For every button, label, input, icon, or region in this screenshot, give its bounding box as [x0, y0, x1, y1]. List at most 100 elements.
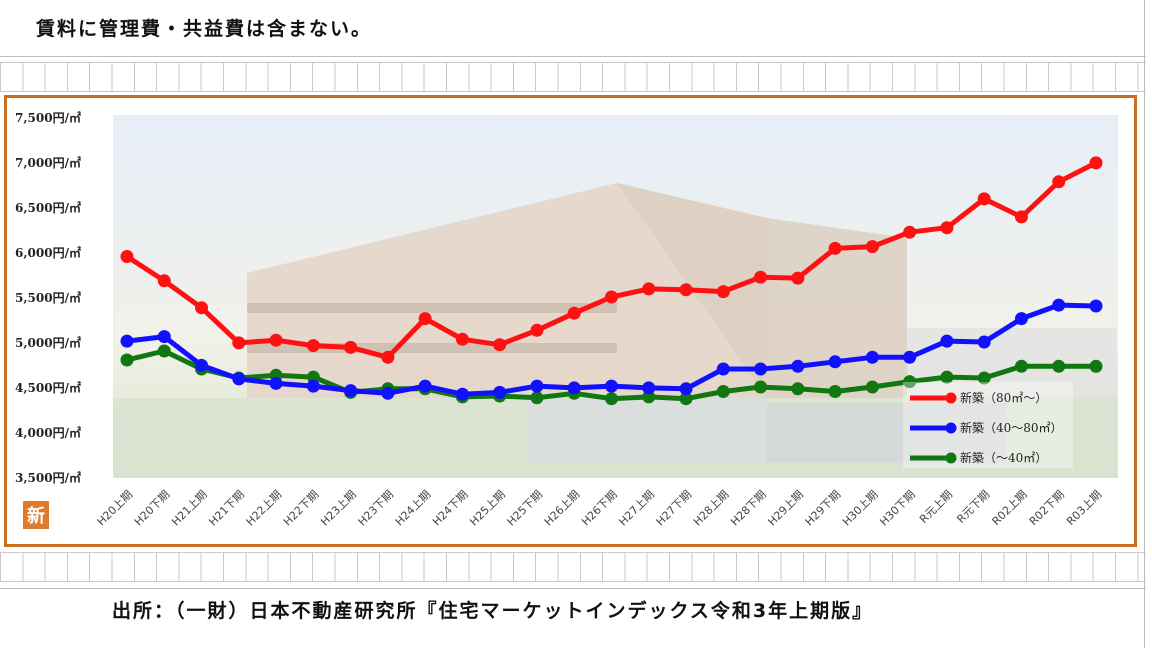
series-1-point	[716, 362, 730, 376]
series-lines	[120, 156, 1103, 406]
series-2-point	[157, 344, 171, 358]
series-2-point	[754, 380, 768, 394]
legend-label: 新築（40～80㎡）	[960, 420, 1063, 435]
series-2-point	[605, 392, 618, 406]
x-tick-label: R02下期	[1027, 488, 1067, 528]
series-2-point	[1089, 359, 1103, 373]
series-1-point	[493, 385, 507, 399]
y-tick-label: 6,000円/㎡	[15, 245, 81, 260]
ruled-strip-top	[0, 62, 1146, 92]
y-axis-ticks: 3,500円/㎡ 4,000円/㎡ 4,500円/㎡ 5,000円/㎡ 5,500円/㎡…	[15, 110, 81, 485]
x-tick-label: R元上期	[917, 488, 955, 526]
y-tick-label: 5,500円/㎡	[15, 290, 81, 305]
series-0-point	[791, 271, 805, 285]
x-tick-label: H20下期	[132, 488, 173, 529]
y-tick-label: 7,500円/㎡	[15, 110, 81, 125]
series-1-point	[195, 358, 209, 372]
series-1-point	[754, 362, 768, 376]
series-2-point	[940, 370, 954, 384]
series-0-point	[642, 282, 656, 296]
divider-top	[0, 56, 1146, 57]
legend-label: 新築（80㎡～）	[960, 390, 1047, 405]
x-tick-label: H30下期	[877, 488, 918, 529]
series-2-point	[977, 371, 991, 385]
series-1-point	[791, 359, 805, 373]
series-0-point	[232, 336, 246, 350]
x-tick-label: H29下期	[803, 488, 844, 529]
x-tick-label: R02上期	[990, 488, 1030, 528]
series-1-point	[567, 381, 581, 395]
legend-swatch-marker	[945, 392, 957, 404]
series-0-point	[455, 332, 469, 346]
series-0-point	[940, 221, 954, 235]
series-0-point	[1014, 210, 1028, 224]
series-2-point	[828, 385, 842, 398]
x-tick-label: H26上期	[542, 488, 583, 529]
x-tick-label: H29上期	[765, 488, 806, 529]
x-tick-label: H30上期	[840, 488, 881, 529]
page-right-rule	[1144, 0, 1145, 648]
x-tick-label: H27下期	[654, 488, 695, 529]
series-0-point	[269, 333, 283, 347]
x-tick-label: H21下期	[206, 488, 247, 529]
series-1-point	[306, 379, 320, 393]
background-photo	[113, 115, 1118, 478]
x-tick-label: H24下期	[430, 488, 471, 529]
series-1-point	[157, 330, 171, 344]
series-2-point	[903, 375, 917, 389]
series-1-point	[232, 372, 246, 386]
series-1-point	[530, 379, 544, 393]
x-tick-label: R03上期	[1064, 488, 1104, 528]
y-tick-label: 3,500円/㎡	[15, 470, 81, 485]
new-badge: 新	[23, 501, 49, 529]
x-tick-label: H24上期	[393, 488, 434, 529]
series-1-point	[679, 382, 693, 396]
x-tick-label: H20上期	[95, 488, 136, 529]
series-2-point	[865, 380, 879, 394]
legend-label: 新築（～40㎡）	[960, 450, 1047, 465]
x-tick-label: H22上期	[244, 488, 285, 529]
y-tick-label: 4,500円/㎡	[15, 380, 81, 395]
series-1-point	[269, 376, 283, 390]
series-2-point	[716, 385, 730, 398]
series-2-point	[791, 382, 805, 396]
legend-swatch-marker	[945, 422, 957, 434]
series-1-point	[418, 379, 432, 393]
y-tick-label: 6,500円/㎡	[15, 200, 81, 215]
y-tick-label: 4,000円/㎡	[15, 425, 81, 440]
series-0-point	[120, 250, 134, 263]
x-axis-ticks: H20上期H20下期H21上期H21下期H22上期H22下期H23上期H23下期…	[95, 488, 1105, 529]
chart-frame: 3,500円/㎡ 4,000円/㎡ 4,500円/㎡ 5,000円/㎡ 5,500円/㎡…	[4, 95, 1137, 547]
series-0-point	[530, 323, 544, 337]
series-0-point	[493, 338, 507, 352]
legend: 新築（80㎡～） 新築（40～80㎡） 新築（～40㎡）	[903, 382, 1073, 468]
series-0-point	[306, 339, 320, 353]
series-1-point	[381, 386, 395, 400]
ruled-strip-bottom	[0, 552, 1146, 582]
x-tick-label: H27上期	[616, 488, 657, 529]
series-0-point	[679, 283, 693, 297]
series-2-point	[530, 391, 544, 405]
x-tick-label: H22下期	[281, 488, 322, 529]
series-1-point	[1014, 312, 1028, 326]
x-tick-label: H25上期	[467, 488, 508, 529]
series-2-point	[679, 392, 693, 406]
series-0-point	[344, 340, 358, 354]
x-tick-label: H28上期	[691, 488, 732, 529]
series-0-point	[157, 274, 171, 288]
x-tick-label: H23下期	[356, 488, 397, 529]
x-tick-label: R元下期	[954, 488, 992, 526]
series-2-point	[1014, 359, 1028, 373]
x-tick-label: H23上期	[318, 488, 359, 529]
x-tick-label: H21上期	[169, 488, 210, 529]
series-0-point	[1089, 156, 1103, 170]
series-0-point	[418, 312, 432, 326]
series-1-point	[120, 334, 134, 348]
series-1-point	[1052, 298, 1066, 312]
series-1-point	[828, 355, 842, 369]
series-0-point	[1052, 175, 1066, 189]
series-0-point	[903, 225, 917, 239]
series-1-point	[344, 384, 358, 398]
series-2-point	[306, 370, 320, 384]
series-1-point	[940, 334, 954, 348]
